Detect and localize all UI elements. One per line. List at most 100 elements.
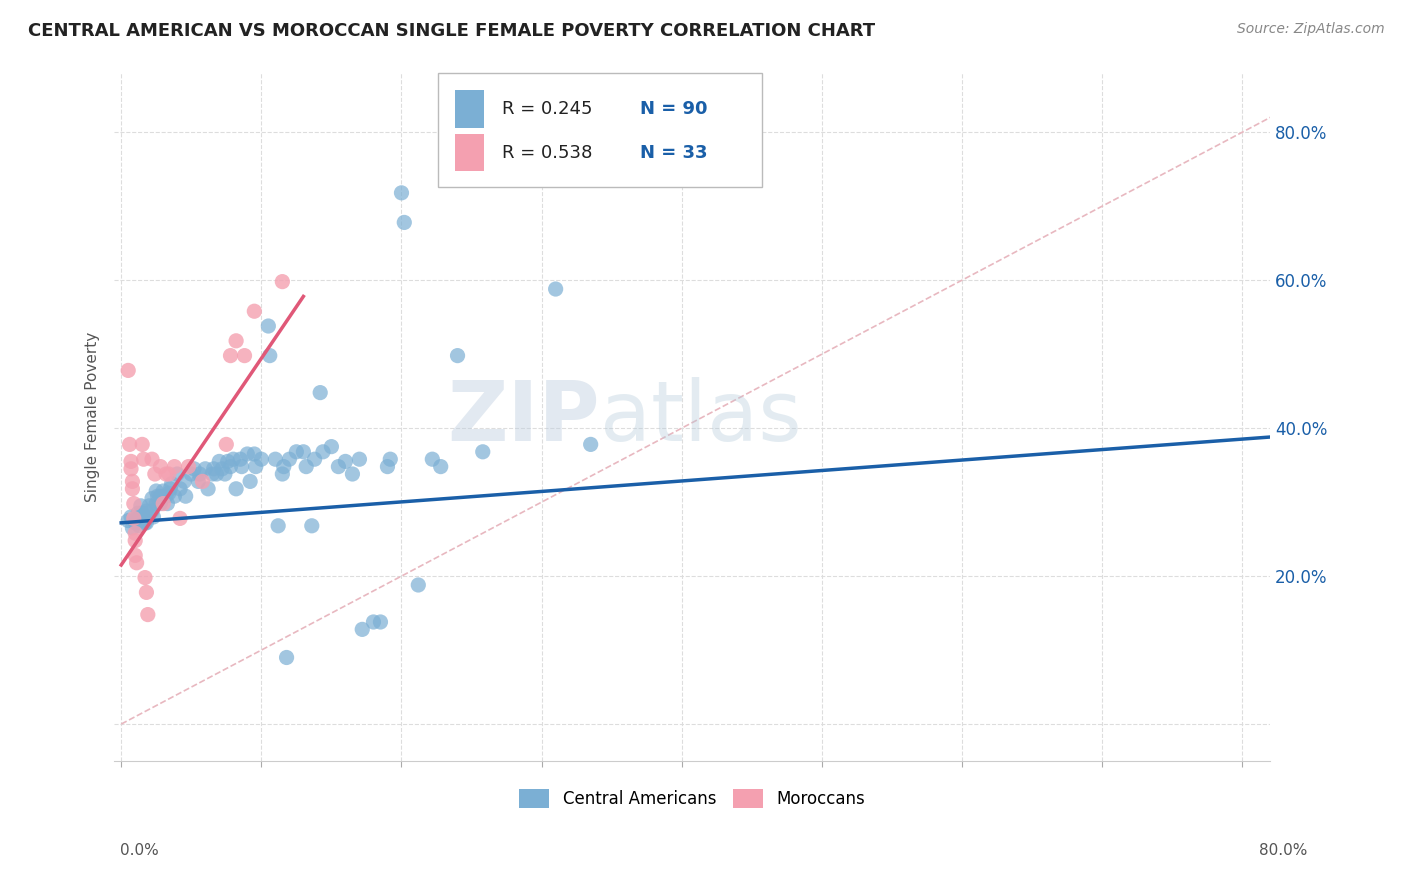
Point bbox=[136, 607, 159, 622]
Point bbox=[146, 489, 169, 503]
Point bbox=[201, 467, 224, 481]
Text: R = 0.538: R = 0.538 bbox=[502, 145, 592, 162]
Point bbox=[309, 385, 332, 400]
Point bbox=[217, 454, 239, 468]
Point bbox=[391, 186, 413, 200]
Point bbox=[118, 437, 141, 451]
Point bbox=[177, 459, 200, 474]
Point bbox=[128, 518, 150, 533]
Point bbox=[124, 526, 146, 541]
Point bbox=[152, 483, 174, 498]
Point bbox=[250, 452, 273, 467]
FancyBboxPatch shape bbox=[456, 134, 484, 171]
Point bbox=[446, 349, 468, 363]
Point bbox=[215, 437, 238, 451]
Point bbox=[145, 497, 167, 511]
Point bbox=[205, 467, 228, 481]
Point bbox=[143, 467, 166, 481]
Point bbox=[276, 650, 298, 665]
Point bbox=[321, 440, 343, 454]
Point bbox=[579, 437, 602, 451]
Point bbox=[243, 447, 266, 461]
Point bbox=[191, 475, 214, 489]
Point bbox=[271, 467, 294, 481]
Point bbox=[125, 556, 148, 570]
Point bbox=[157, 486, 180, 500]
Point bbox=[188, 467, 211, 481]
Point bbox=[380, 452, 402, 467]
Point bbox=[120, 454, 142, 468]
Point bbox=[166, 467, 188, 481]
Point bbox=[173, 475, 195, 489]
Point bbox=[134, 516, 156, 530]
Point bbox=[120, 510, 142, 524]
Point bbox=[219, 459, 242, 474]
Point bbox=[349, 452, 371, 467]
Point bbox=[544, 282, 567, 296]
Text: N = 90: N = 90 bbox=[640, 101, 707, 119]
Point bbox=[271, 275, 294, 289]
Point bbox=[377, 459, 399, 474]
Point bbox=[149, 489, 172, 503]
Point bbox=[127, 506, 149, 520]
Point bbox=[145, 483, 167, 498]
FancyBboxPatch shape bbox=[456, 90, 484, 128]
FancyBboxPatch shape bbox=[437, 73, 762, 186]
Point bbox=[131, 506, 153, 520]
Point bbox=[264, 452, 287, 467]
Point bbox=[169, 482, 191, 496]
Text: 80.0%: 80.0% bbox=[1260, 843, 1308, 858]
Point bbox=[197, 482, 219, 496]
Point bbox=[129, 499, 152, 513]
Point bbox=[267, 518, 290, 533]
Point bbox=[225, 482, 247, 496]
Point bbox=[121, 482, 143, 496]
Point bbox=[163, 459, 186, 474]
Point bbox=[149, 497, 172, 511]
Point bbox=[312, 445, 335, 459]
Point bbox=[342, 467, 364, 481]
Point bbox=[142, 510, 165, 524]
Point bbox=[127, 511, 149, 525]
Point bbox=[163, 489, 186, 503]
Point bbox=[174, 489, 197, 503]
Point bbox=[183, 462, 205, 476]
Point bbox=[138, 499, 160, 513]
Point bbox=[135, 516, 157, 530]
Point bbox=[141, 491, 163, 506]
Text: R = 0.245: R = 0.245 bbox=[502, 101, 592, 119]
Point bbox=[370, 615, 392, 629]
Text: Source: ZipAtlas.com: Source: ZipAtlas.com bbox=[1237, 22, 1385, 37]
Point bbox=[155, 489, 177, 503]
Text: atlas: atlas bbox=[600, 376, 801, 458]
Y-axis label: Single Female Poverty: Single Female Poverty bbox=[86, 332, 100, 502]
Point bbox=[155, 467, 177, 481]
Point bbox=[214, 467, 236, 481]
Point bbox=[295, 459, 318, 474]
Point bbox=[394, 215, 416, 229]
Point bbox=[236, 447, 259, 461]
Point bbox=[152, 497, 174, 511]
Legend: Central Americans, Moroccans: Central Americans, Moroccans bbox=[513, 782, 872, 814]
Text: N = 33: N = 33 bbox=[640, 145, 707, 162]
Point bbox=[132, 511, 155, 525]
Point bbox=[180, 467, 202, 481]
Point bbox=[278, 452, 301, 467]
Point bbox=[225, 334, 247, 348]
Point bbox=[124, 549, 146, 563]
Point bbox=[202, 462, 225, 476]
Point bbox=[132, 452, 155, 467]
Point bbox=[124, 533, 146, 548]
Point bbox=[328, 459, 350, 474]
Point bbox=[157, 467, 180, 481]
Point bbox=[352, 623, 374, 637]
Point bbox=[231, 459, 253, 474]
Point bbox=[169, 511, 191, 525]
Point bbox=[301, 518, 323, 533]
Point bbox=[122, 497, 145, 511]
Point bbox=[187, 475, 209, 489]
Point bbox=[134, 571, 156, 585]
Point bbox=[121, 475, 143, 489]
Point bbox=[285, 445, 308, 459]
Point bbox=[117, 514, 139, 528]
